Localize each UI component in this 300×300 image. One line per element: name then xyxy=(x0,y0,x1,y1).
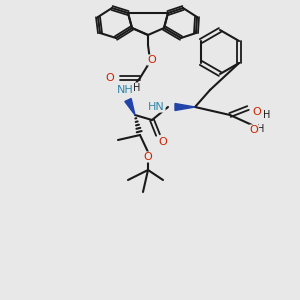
Text: H: H xyxy=(263,110,271,120)
Text: HN: HN xyxy=(148,102,165,112)
Text: O: O xyxy=(144,152,152,162)
Polygon shape xyxy=(125,98,135,115)
Text: NH: NH xyxy=(117,85,134,95)
Text: O: O xyxy=(106,73,114,83)
Polygon shape xyxy=(175,103,195,110)
Text: O: O xyxy=(253,107,261,117)
Text: H: H xyxy=(257,124,265,134)
Text: O: O xyxy=(148,55,156,65)
Text: O: O xyxy=(250,125,258,135)
Text: H: H xyxy=(133,83,141,93)
Text: O: O xyxy=(159,137,167,147)
